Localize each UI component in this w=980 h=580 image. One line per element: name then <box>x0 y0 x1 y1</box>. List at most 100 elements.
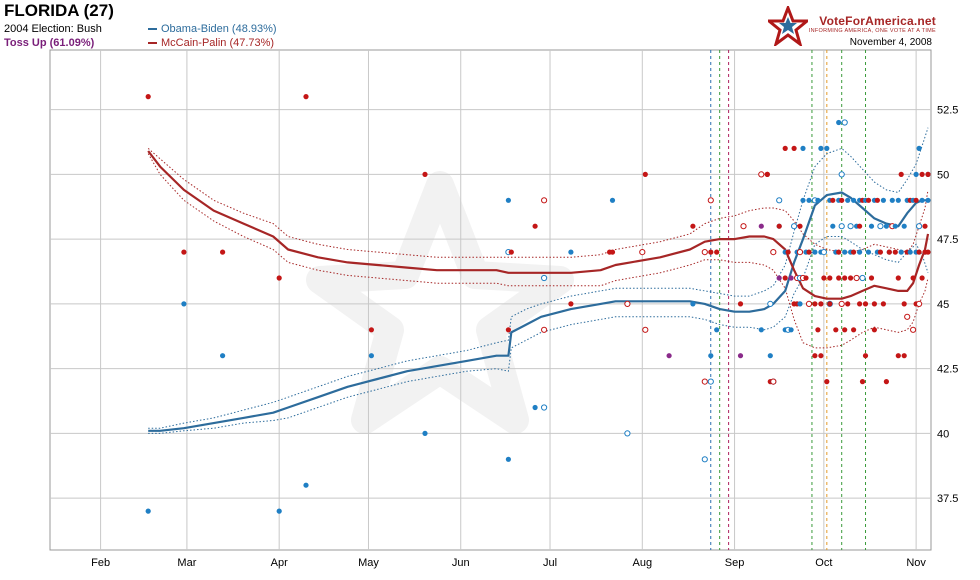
poll-point <box>845 301 851 307</box>
legend-obama: Obama-Biden (48.93%) <box>148 23 277 35</box>
poll-point <box>847 223 854 230</box>
poll-point <box>868 223 875 229</box>
series-line <box>148 191 928 432</box>
star-logo-icon <box>768 6 808 46</box>
x-tick-label: Jun <box>452 557 470 569</box>
poll-point <box>857 301 863 307</box>
poll-point <box>895 197 901 203</box>
poll-point <box>830 223 836 229</box>
poll-point <box>916 249 922 255</box>
poll-point <box>883 223 890 229</box>
poll-point <box>818 249 824 255</box>
poll-point <box>848 249 854 255</box>
poll-point <box>865 249 872 255</box>
poll-point <box>854 223 860 229</box>
poll-point <box>276 508 282 514</box>
poll-point <box>707 378 714 385</box>
poll-point <box>836 249 842 255</box>
poll-point <box>782 275 788 281</box>
poll-point <box>922 223 928 229</box>
poll-point <box>796 249 804 256</box>
poll-point <box>901 353 907 359</box>
poll-point <box>532 223 538 229</box>
poll-point <box>925 171 931 177</box>
poll-point <box>785 249 791 255</box>
poll-point <box>740 223 747 230</box>
plot-frame <box>49 49 932 551</box>
poll-point <box>568 301 574 307</box>
poll-point <box>505 197 511 203</box>
poll-point <box>609 249 616 255</box>
poll-point <box>796 274 804 282</box>
poll-point <box>842 249 848 255</box>
poll-point <box>827 197 833 203</box>
poll-point <box>303 94 309 100</box>
brand-name[interactable]: VoteForAmerica.net <box>819 14 936 28</box>
poll-point <box>422 171 428 177</box>
poll-point <box>862 301 869 307</box>
poll-point <box>919 171 925 177</box>
poll-point <box>892 249 898 255</box>
x-tick-label: Jul <box>543 557 557 569</box>
poll-point <box>851 197 857 203</box>
poll-point <box>853 274 860 282</box>
poll-point <box>862 353 869 359</box>
poll-point <box>910 275 916 281</box>
poll-point <box>895 353 901 359</box>
poll-point <box>886 249 892 255</box>
poll-point <box>925 171 931 177</box>
poll-point <box>910 197 916 203</box>
poll-point <box>830 197 836 203</box>
poll-point <box>607 249 613 255</box>
poll-point <box>913 249 919 255</box>
poll-point <box>764 171 770 177</box>
poll-point <box>925 197 931 203</box>
poll-point <box>841 119 848 126</box>
poll-point <box>788 327 794 333</box>
poll-point <box>303 482 309 488</box>
poll-point <box>708 249 714 255</box>
poll-point <box>857 197 863 203</box>
poll-point <box>916 145 922 151</box>
poll-point <box>859 379 866 385</box>
legend-mccain-label: McCain-Palin (47.73%) <box>161 37 275 49</box>
poll-point <box>851 327 857 333</box>
poll-point <box>919 197 925 203</box>
poll-point <box>827 301 833 307</box>
poll-point <box>826 300 833 307</box>
poll-point <box>764 171 770 177</box>
poll-point <box>181 301 187 307</box>
poll-point <box>839 197 845 203</box>
poll-point <box>865 197 872 203</box>
poll-point <box>868 275 875 281</box>
poll-point <box>145 94 151 100</box>
poll-point <box>776 223 782 229</box>
poll-point <box>776 197 783 204</box>
poll-point <box>907 197 913 203</box>
series-upper-band <box>148 127 929 429</box>
poll-point <box>859 274 866 282</box>
poll-point <box>708 353 714 359</box>
poll-point <box>910 326 917 333</box>
poll-point <box>922 249 928 255</box>
poll-point <box>845 197 851 203</box>
poll-point <box>901 301 907 307</box>
poll-point <box>907 249 913 255</box>
chart-date: November 4, 2008 <box>849 37 932 48</box>
legend-obama-label: Obama-Biden (48.93%) <box>161 23 277 35</box>
poll-point <box>883 379 890 385</box>
y-tick-label: 40 <box>937 428 949 440</box>
poll-point <box>803 249 809 255</box>
poll-point <box>714 249 720 255</box>
poll-point <box>904 249 910 255</box>
poll-point <box>791 301 797 307</box>
poll-point <box>770 378 777 385</box>
poll-point <box>862 197 869 203</box>
poll-point <box>815 197 821 203</box>
y-tick-label: 52.5 <box>937 105 958 117</box>
poll-point <box>145 508 151 514</box>
poll-point <box>541 274 548 282</box>
poll-point <box>916 223 923 230</box>
poll-point <box>758 327 764 333</box>
poll-point <box>913 197 919 203</box>
